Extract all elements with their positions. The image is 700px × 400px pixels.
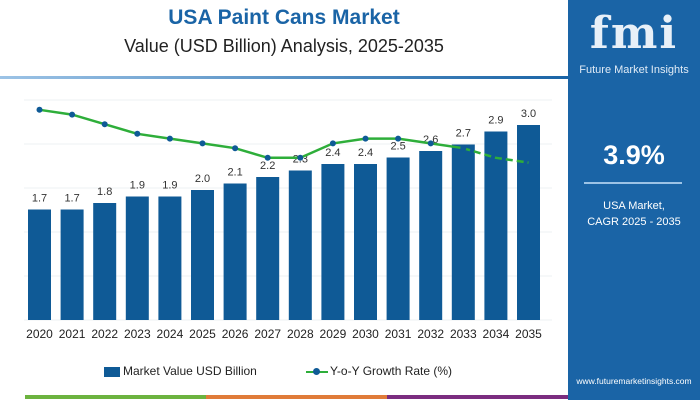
x-tick-2030: 2030 (352, 327, 379, 341)
bar-2035 (517, 125, 540, 320)
panel-divider (584, 182, 682, 184)
cagr-label: USA Market, CAGR 2025 - 2035 (568, 198, 700, 230)
bar-2029 (321, 164, 345, 320)
chart-subtitle: Value (USD Billion) Analysis, 2025-2035 (124, 36, 444, 56)
cagr-value: 3.9% (603, 140, 665, 170)
bottom-color-strip (25, 395, 568, 399)
bar-2021 (60, 209, 84, 320)
bar-2024 (158, 196, 182, 320)
bar-label-2024: 1.9 (162, 180, 177, 192)
growth-point-2027 (264, 154, 271, 161)
growth-point-2020 (36, 106, 43, 113)
chart-plot: 1.7 2020 1.7 2021 1.8 2022 1.9 2023 1.9 2024 2.0 20… (24, 99, 552, 341)
bar-2027 (256, 177, 280, 320)
bar-label-2023: 1.9 (130, 180, 145, 192)
side-panel: fmi Future Market Insights 3.9% USA Mark… (568, 0, 700, 400)
bar-2033 (451, 144, 475, 320)
bar-label-2027: 2.2 (260, 160, 275, 172)
bar-label-2020: 1.7 (32, 193, 47, 205)
growth-point-2024 (166, 135, 173, 142)
bar-label-2022: 1.8 (97, 186, 112, 198)
x-tick-2024: 2024 (157, 327, 184, 341)
growth-point-2032 (427, 140, 434, 147)
strip-purple (387, 395, 568, 399)
growth-line (39, 108, 464, 160)
bar-2034 (484, 131, 508, 320)
growth-point-2025 (199, 140, 206, 147)
strip-orange (206, 395, 387, 399)
bar-2031 (386, 157, 410, 320)
bar-2022 (93, 203, 117, 320)
bar-label-2030: 2.4 (358, 147, 373, 159)
x-tick-2032: 2032 (417, 327, 444, 341)
bar-label-2025: 2.0 (195, 173, 210, 185)
legend-line-marker (313, 368, 320, 375)
bar-2032 (419, 151, 443, 320)
bar-label-2026: 2.1 (227, 167, 242, 179)
x-tick-2035: 2035 (515, 327, 542, 341)
bar-2020 (28, 209, 51, 320)
growth-point-2028 (297, 154, 304, 161)
legend-bar-label: Market Value USD Billion (123, 364, 257, 378)
growth-point-2023 (134, 130, 141, 137)
legend-bar-swatch (104, 367, 120, 377)
bar-label-2034: 2.9 (488, 115, 503, 127)
x-tick-2029: 2029 (320, 327, 347, 341)
x-tick-2020: 2020 (26, 327, 53, 341)
cagr-label-line1: USA Market, (603, 200, 665, 212)
growth-point-2030 (362, 135, 369, 142)
growth-point-2021 (69, 111, 76, 118)
x-tick-2026: 2026 (222, 327, 249, 341)
title-divider (0, 76, 568, 79)
growth-line-forecast (462, 147, 529, 164)
bar-2030 (354, 164, 377, 320)
growth-point-2029 (329, 140, 336, 147)
bar-2025 (191, 190, 214, 320)
bar-label-2031: 2.5 (390, 141, 405, 153)
growth-point-2031 (395, 135, 402, 142)
bar-label-2033: 2.7 (456, 128, 471, 140)
x-tick-2021: 2021 (59, 327, 86, 341)
x-tick-2027: 2027 (254, 327, 281, 341)
logo-subtitle: Future Market Insights (579, 64, 689, 76)
growth-point-2022 (101, 121, 108, 128)
bar-label-2029: 2.4 (325, 147, 340, 159)
bar-2028 (288, 170, 312, 320)
legend-line-label: Y-o-Y Growth Rate (%) (330, 364, 453, 378)
x-tick-2023: 2023 (124, 327, 151, 341)
chart-title: USA Paint Cans Market (168, 6, 400, 29)
x-tick-2033: 2033 (450, 327, 477, 341)
x-tick-2034: 2034 (483, 327, 510, 341)
bar-label-2035: 3.0 (521, 108, 536, 120)
website-link[interactable]: www.futuremarketinsights.com (576, 376, 692, 386)
growth-point-2026 (232, 145, 239, 152)
growth-point-2033 (460, 145, 467, 152)
cagr-label-line2: CAGR 2025 - 2035 (587, 216, 681, 228)
x-tick-2022: 2022 (91, 327, 118, 341)
bar-2023 (125, 196, 149, 320)
x-tick-2028: 2028 (287, 327, 314, 341)
x-tick-2031: 2031 (385, 327, 412, 341)
strip-green (25, 395, 206, 399)
fmi-logo: fmi (589, 8, 679, 59)
bar-2026 (223, 183, 247, 320)
x-tick-2025: 2025 (189, 327, 216, 341)
bar-label-2021: 1.7 (64, 193, 79, 205)
